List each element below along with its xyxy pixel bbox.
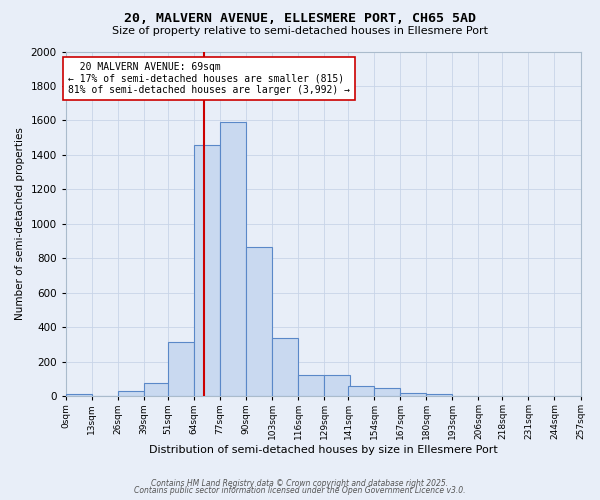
Bar	[400, 392, 427, 396]
Bar	[324, 374, 350, 396]
Bar	[272, 338, 298, 396]
Text: 20, MALVERN AVENUE, ELLESMERE PORT, CH65 5AD: 20, MALVERN AVENUE, ELLESMERE PORT, CH65…	[124, 12, 476, 26]
Bar	[427, 394, 452, 396]
Bar	[298, 374, 324, 396]
Bar	[144, 383, 170, 396]
Y-axis label: Number of semi-detached properties: Number of semi-detached properties	[15, 128, 25, 320]
Bar	[374, 388, 400, 396]
Bar	[246, 247, 272, 396]
Bar	[220, 122, 246, 396]
Bar	[168, 342, 194, 396]
Text: Contains public sector information licensed under the Open Government Licence v3: Contains public sector information licen…	[134, 486, 466, 495]
X-axis label: Distribution of semi-detached houses by size in Ellesmere Port: Distribution of semi-detached houses by …	[149, 445, 497, 455]
Bar	[348, 386, 374, 396]
Text: Size of property relative to semi-detached houses in Ellesmere Port: Size of property relative to semi-detach…	[112, 26, 488, 36]
Bar	[66, 394, 92, 396]
Bar	[118, 391, 144, 396]
Bar	[194, 146, 220, 396]
Text: 20 MALVERN AVENUE: 69sqm
← 17% of semi-detached houses are smaller (815)
81% of : 20 MALVERN AVENUE: 69sqm ← 17% of semi-d…	[68, 62, 350, 95]
Text: Contains HM Land Registry data © Crown copyright and database right 2025.: Contains HM Land Registry data © Crown c…	[151, 478, 449, 488]
